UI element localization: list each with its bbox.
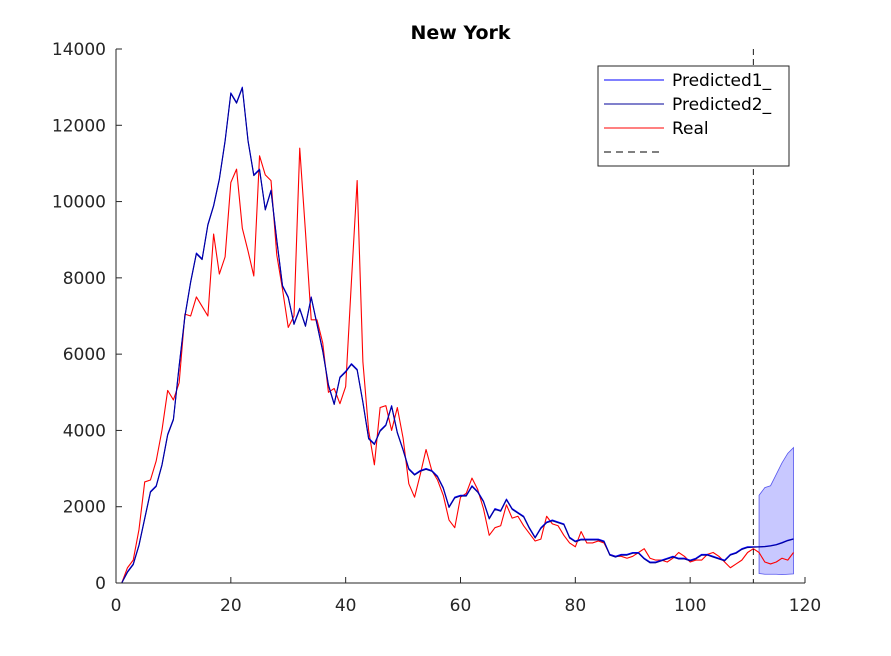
x-tick-label: 40 [335, 596, 357, 616]
chart-title: New York [410, 22, 510, 44]
axes: 0 20 40 60 80 100 120 0 2000 4000 6000 8000 10000 120… [52, 40, 821, 616]
series-line-2 [121, 147, 794, 584]
series-line-1 [121, 87, 794, 584]
y-tick-label: 2000 [63, 498, 106, 518]
x-tick-label: 100 [674, 596, 706, 616]
y-tick-label: 14000 [52, 40, 106, 60]
x-tick-label: 0 [111, 596, 122, 616]
confidence-band-layer [758, 446, 794, 576]
x-tick-label: 60 [450, 596, 472, 616]
x-tick-label: 20 [220, 596, 242, 616]
x-tick-label: 120 [789, 596, 821, 616]
confidence-band [758, 446, 794, 576]
y-tick-label: 4000 [63, 421, 106, 441]
y-tick-label: 6000 [63, 345, 106, 365]
legend: Predicted1_ Predicted2_ Real [597, 65, 790, 167]
legend-label-0: Predicted1_ [672, 71, 772, 91]
y-tick-label: 10000 [52, 193, 106, 213]
legend-label-1: Predicted2_ [672, 95, 772, 115]
y-tick-label: 8000 [63, 269, 106, 289]
series-layer [121, 86, 794, 584]
y-tick-label: 12000 [52, 116, 106, 136]
x-tick-label: 80 [565, 596, 587, 616]
legend-label-2: Real [672, 119, 709, 139]
y-tick-label: 0 [95, 574, 106, 594]
legend-box [597, 65, 790, 167]
